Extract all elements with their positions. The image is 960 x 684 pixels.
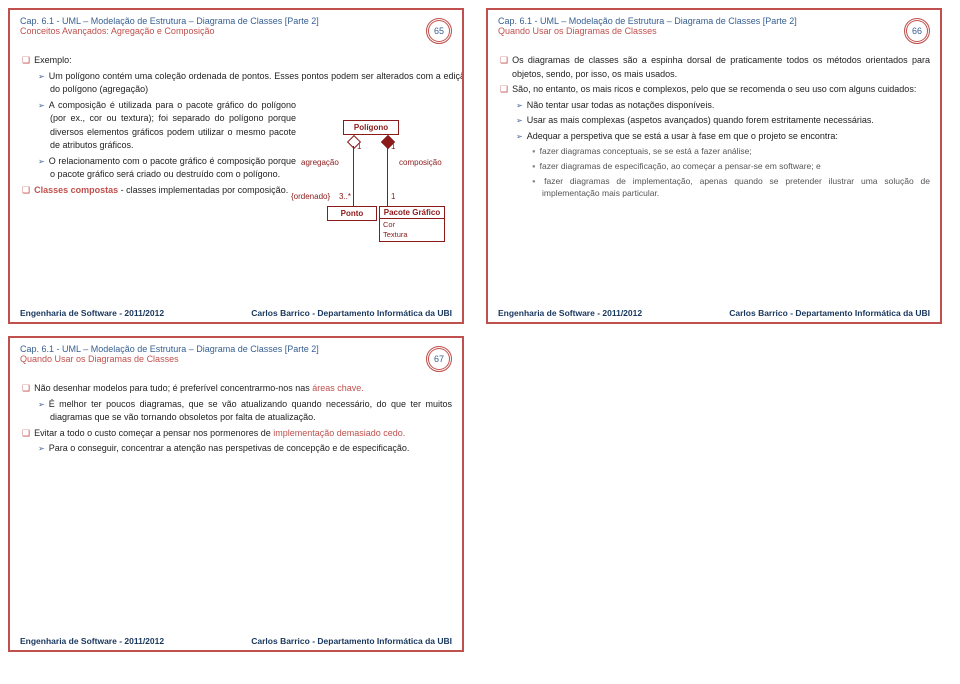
sub-bullet-1: ➢Não tentar usar todas as notações dispo… [498,99,930,113]
slide-66: Cap. 6.1 - UML – Modelação de Estrutura … [486,8,942,324]
bullet-2: ❑São, no entanto, os mais ricos e comple… [498,83,930,97]
uml-lbl-orden: {ordenado} [291,192,330,201]
footer-right: Carlos Barrico - Departamento Informátic… [251,636,452,646]
footer-right: Carlos Barrico - Departamento Informátic… [251,308,452,318]
uml-mult-3: 3..* [339,192,351,201]
text-b: áreas chave. [312,383,364,393]
dash-2: ●fazer diagramas de especificação, ao co… [498,160,930,173]
bullet-1: ❑Não desenhar modelos para tudo; é prefe… [20,382,452,396]
slide-title: Cap. 6.1 - UML – Modelação de Estrutura … [20,16,319,26]
page-number: 67 [426,346,452,372]
page-number: 65 [426,18,452,44]
text: Não tentar usar todas as notações dispon… [527,100,715,110]
uml-class-poligono: Polígono [343,120,399,135]
text: Para o conseguir, concentrar a atenção n… [49,443,410,453]
slide-header: Cap. 6.1 - UML – Modelação de Estrutura … [20,344,452,374]
text: São, no entanto, os mais ricos e complex… [512,84,916,94]
header-text: Cap. 6.1 - UML – Modelação de Estrutura … [498,16,797,36]
text-a: Não desenhar modelos para tudo; é prefer… [34,383,312,393]
text: Adequar a perspetiva que se está a usar … [527,131,838,141]
sub-bullet-1: ➢É melhor ter poucos diagramas, que se v… [20,398,452,425]
slide-title: Cap. 6.1 - UML – Modelação de Estrutura … [20,344,319,354]
sub-bullet-1: ➢Um polígono contém uma coleção ordenada… [20,70,464,97]
slide-footer: Engenharia de Software - 2011/2012 Carlo… [20,308,452,318]
footer-left: Engenharia de Software - 2011/2012 [20,308,164,318]
footer-right: Carlos Barrico - Departamento Informátic… [729,308,930,318]
uml-lbl-agreg: agregação [301,158,339,167]
text: O relacionamento com o pacote gráfico é … [49,156,296,180]
sub-bullet-3: ➢Adequar a perspetiva que se está a usar… [498,130,930,144]
bullet-2: ❑Evitar a todo o custo começar a pensar … [20,427,452,441]
bullet-1: ❑Os diagramas de classes são a espinha d… [498,54,930,81]
slide-footer: Engenharia de Software - 2011/2012 Carlo… [498,308,930,318]
label: Exemplo: [34,55,72,65]
uml-attr-cor: Cor [380,219,444,230]
dash-1: ●fazer diagramas conceptuais, se se está… [498,145,930,158]
text: Um polígono contém uma coleção ordenada … [49,71,464,95]
slide-subtitle: Conceitos Avançados: Agregação e Composi… [20,26,319,36]
uml-mult-1c: 1 [391,192,395,201]
slide-title: Cap. 6.1 - UML – Modelação de Estrutura … [498,16,797,26]
text: A composição é utilizada para o pacote g… [49,100,296,151]
sub-bullet-2: ➢Usar as mais complexas (aspetos avançad… [498,114,930,128]
slide-header: Cap. 6.1 - UML – Modelação de Estrutura … [20,16,452,46]
uml-mult-1a: 1 [357,142,361,151]
header-text: Cap. 6.1 - UML – Modelação de Estrutura … [20,344,319,364]
sub-bullet-2: ➢Para o conseguir, concentrar a atenção … [20,442,452,456]
label-red: Classes compostas [34,185,118,195]
slide-65: Cap. 6.1 - UML – Modelação de Estrutura … [8,8,464,324]
slide-body: ❑Não desenhar modelos para tudo; é prefe… [20,374,452,456]
slides-grid: Cap. 6.1 - UML – Modelação de Estrutura … [8,8,952,652]
text: fazer diagramas de especificação, ao com… [540,161,821,171]
slide-subtitle: Quando Usar os Diagramas de Classes [498,26,797,36]
text-a: Evitar a todo o custo começar a pensar n… [34,428,273,438]
sub-bullet-2: ➢A composição é utilizada para o pacote … [20,99,296,153]
uml-pacote-name: Pacote Gráfico [380,207,444,219]
uml-diagram: Polígono 1 agregação {ordenado} 3..* Pon… [287,120,452,260]
text: Usar as mais complexas (aspetos avançado… [527,115,874,125]
dash-3: ●fazer diagramas de implementação, apena… [498,175,930,201]
uml-lbl-comp: composição [399,158,442,167]
label-rest: - classes implementadas por composição. [118,185,288,195]
text: fazer diagramas de implementação, apenas… [542,176,930,199]
slide-header: Cap. 6.1 - UML – Modelação de Estrutura … [498,16,930,46]
footer-left: Engenharia de Software - 2011/2012 [498,308,642,318]
text-b: implementação demasiado cedo. [273,428,405,438]
uml-mult-1b: 1 [391,142,395,151]
slide-67: Cap. 6.1 - UML – Modelação de Estrutura … [8,336,464,652]
uml-line-left [353,146,354,206]
uml-class-pacote: Pacote Gráfico Cor Textura [379,206,445,242]
uml-class-ponto: Ponto [327,206,377,221]
slide-subtitle: Quando Usar os Diagramas de Classes [20,354,319,364]
text: Os diagramas de classes são a espinha do… [512,55,930,79]
sub-bullet-3: ➢O relacionamento com o pacote gráfico é… [20,155,296,182]
bullet-exemplo: ❑Exemplo: [20,54,452,68]
slide-body: ❑Os diagramas de classes são a espinha d… [498,46,930,200]
page-number: 66 [904,18,930,44]
footer-left: Engenharia de Software - 2011/2012 [20,636,164,646]
slide-footer: Engenharia de Software - 2011/2012 Carlo… [20,636,452,646]
header-text: Cap. 6.1 - UML – Modelação de Estrutura … [20,16,319,36]
text: É melhor ter poucos diagramas, que se vã… [49,399,452,423]
uml-attr-textura: Textura [380,230,444,241]
uml-line-right [387,146,388,206]
text: fazer diagramas conceptuais, se se está … [540,146,752,156]
